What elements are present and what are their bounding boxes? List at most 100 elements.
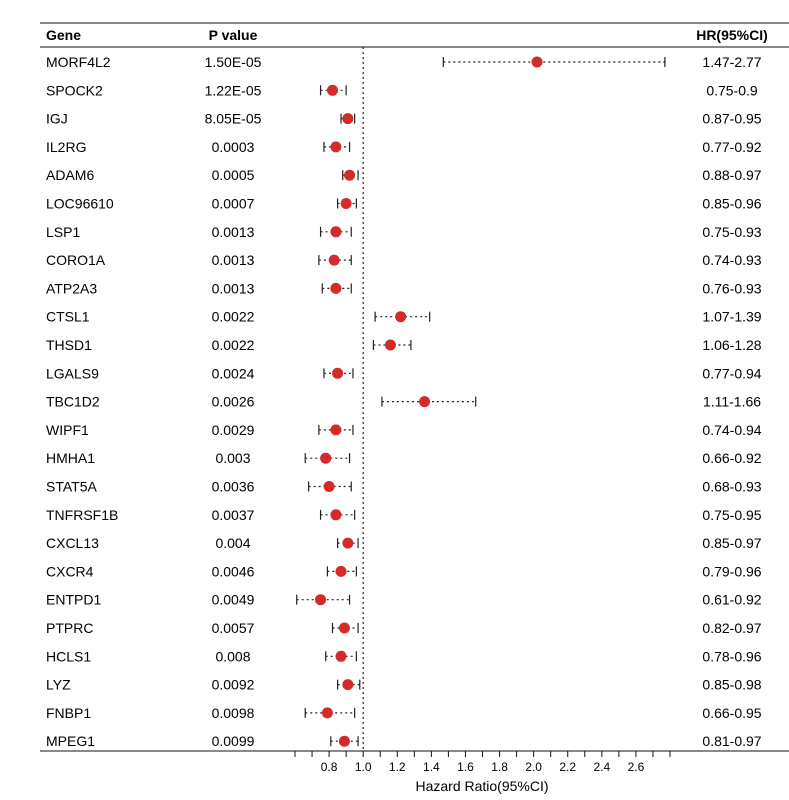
hr-ci-label: 0.77-0.94 [702,365,761,381]
gene-label: HMHA1 [46,450,95,466]
gene-label: TBC1D2 [46,394,100,410]
table-row: WIPF1 0.0029 0.74-0.94 [46,422,762,438]
gene-label: IGJ [46,111,68,127]
p-value: 0.0046 [212,563,255,579]
hr-point [321,707,333,719]
gene-label: CXCL13 [46,535,99,551]
p-value: 0.0022 [212,309,255,325]
gene-label: LSP1 [46,224,80,240]
hr-point [327,84,338,96]
table-row: MORF4L2 1.50E-05 1.47-2.77 [46,54,762,70]
gene-label: WIPF1 [46,422,89,438]
p-value: 0.0026 [212,394,255,410]
hr-ci-label: 1.11-1.66 [703,394,761,410]
table-row: PTPRC 0.0057 0.82-0.97 [46,620,762,636]
table-row: LYZ 0.0092 0.85-0.98 [46,677,762,693]
p-value: 0.0092 [212,677,255,693]
hr-ci-label: 0.76-0.93 [702,280,761,296]
hr-ci-label: 0.74-0.94 [702,422,761,438]
gene-label: LGALS9 [46,365,99,381]
x-tick-label: 2.4 [593,760,610,774]
gene-label: MORF4L2 [46,54,111,70]
gene-label: ADAM6 [46,167,94,183]
hr-point [344,169,356,181]
p-value: 1.50E-05 [205,54,262,70]
table-row: ENTPD1 0.0049 0.61-0.92 [46,592,762,608]
table-row: TNFRSF1B 0.0037 0.75-0.95 [46,507,762,523]
x-tick-label: 2.2 [559,760,576,774]
table-row: LGALS9 0.0024 0.77-0.94 [46,365,762,381]
hr-ci-label: 0.77-0.92 [702,139,761,155]
hr-point [320,452,332,464]
p-value: 8.05E-05 [205,111,262,127]
x-tick-label: 1.4 [423,760,440,774]
gene-label: MPEG1 [46,733,95,749]
p-value: 0.004 [215,535,250,551]
p-value: 0.0013 [212,280,255,296]
x-tick-label: 2.0 [525,760,542,774]
p-value: 0.0036 [212,479,255,495]
hr-ci-label: 0.85-0.98 [702,677,761,693]
hr-point [330,509,342,521]
table-row: CXCR4 0.0046 0.79-0.96 [46,563,762,579]
x-tick-label: 1.0 [355,760,372,774]
p-value: 0.0098 [212,705,255,721]
hr-point [335,565,347,577]
hr-ci-label: 0.75-0.93 [702,224,761,240]
hr-ci-label: 0.85-0.96 [702,196,761,212]
hr-point [335,650,347,662]
p-value: 1.22E-05 [205,82,262,98]
hr-point [384,339,396,351]
gene-label: ENTPD1 [46,592,101,608]
x-tick-label: 0.8 [321,760,338,774]
table-row: LOC96610 0.0007 0.85-0.96 [46,196,762,212]
table-row: SPOCK2 1.22E-05 0.75-0.9 [46,82,758,98]
table-row: CXCL13 0.004 0.85-0.97 [46,535,762,551]
table-row: HMHA1 0.003 0.66-0.92 [46,450,762,466]
p-value: 0.0013 [212,224,255,240]
hr-point [330,424,342,436]
hr-ci-label: 0.78-0.96 [702,648,761,664]
gene-label: LYZ [46,677,71,693]
hr-point [338,735,350,747]
p-value: 0.0024 [212,365,255,381]
hr-ci-label: 0.82-0.97 [702,620,761,636]
hr-point [338,622,350,634]
hr-point [531,56,543,68]
p-value: 0.008 [215,648,250,664]
p-value: 0.0029 [212,422,255,438]
p-value: 0.0099 [212,733,255,749]
hr-point [395,311,407,323]
p-value: 0.0022 [212,337,255,353]
table-row: CORO1A 0.0013 0.74-0.93 [46,252,762,268]
gene-label: PTPRC [46,620,93,636]
gene-label: THSD1 [46,337,92,353]
hr-ci-label: 0.87-0.95 [702,111,761,127]
table-row: ADAM6 0.0005 0.88-0.97 [46,167,762,183]
hr-point [419,396,431,408]
table-row: IL2RG 0.0003 0.77-0.92 [46,139,762,155]
hr-ci-label: 0.88-0.97 [702,167,761,183]
header-hr: HR(95%CI) [696,27,768,43]
gene-label: CXCR4 [46,563,94,579]
hr-point [332,367,344,379]
table-row: CTSL1 0.0022 1.07-1.39 [46,309,762,325]
gene-label: TNFRSF1B [46,507,118,523]
hr-ci-label: 1.06-1.28 [702,337,761,353]
table-row: HCLS1 0.008 0.78-0.96 [46,648,762,664]
hr-point [328,254,340,266]
hr-point [342,679,354,691]
x-tick-label: 1.6 [457,760,474,774]
table-row: TBC1D2 0.0026 1.11-1.66 [46,394,761,410]
x-tick-label: 1.2 [389,760,406,774]
x-axis-label: Hazard Ratio(95%CI) [415,778,548,794]
p-value: 0.0049 [212,592,255,608]
hr-ci-label: 0.75-0.9 [706,82,758,98]
p-value: 0.0005 [212,167,255,183]
hr-point [330,282,342,294]
x-tick-label: 1.8 [491,760,508,774]
hr-point [330,141,342,153]
hr-ci-label: 0.75-0.95 [702,507,761,523]
hr-point [342,113,354,125]
hr-ci-label: 0.79-0.96 [702,563,761,579]
